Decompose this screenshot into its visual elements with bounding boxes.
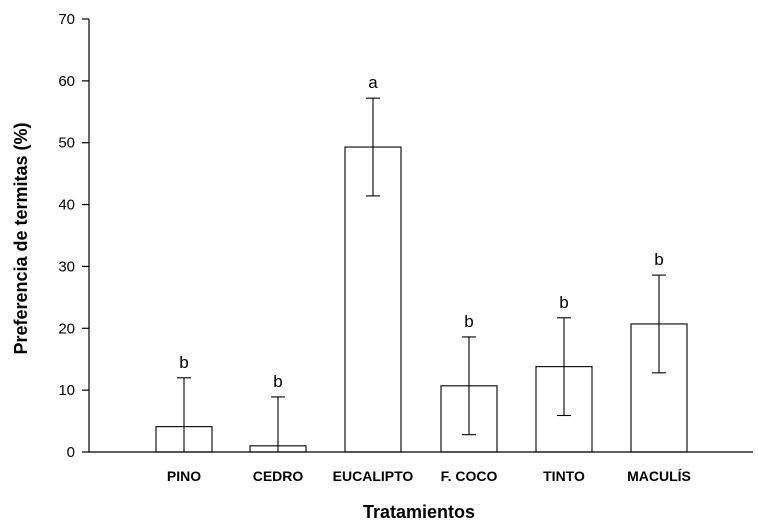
category-label: MACULÍS xyxy=(627,468,691,484)
significance-label: b xyxy=(654,250,663,269)
y-axis-title: Preferencia de termitas (%) xyxy=(11,122,31,354)
significance-label: b xyxy=(179,353,188,372)
y-tick-label: 40 xyxy=(58,197,75,214)
y-tick-label: 50 xyxy=(58,135,75,152)
significance-label: b xyxy=(464,312,473,331)
y-tick-label: 30 xyxy=(58,258,75,275)
significance-label: b xyxy=(559,293,568,312)
significance-label: a xyxy=(368,73,378,92)
category-labels-group: PINO CEDRO EUCALIPTO F. COCO TINTO MACULÍS xyxy=(167,468,691,484)
bar-eucalipto xyxy=(344,146,402,453)
category-label: F. COCO xyxy=(441,468,498,484)
significance-label: b xyxy=(273,372,282,391)
category-label: CEDRO xyxy=(253,468,304,484)
y-tick-label: 10 xyxy=(58,382,75,399)
x-axis-title: Tratamientos xyxy=(363,502,475,522)
significance-labels-group: b b a b b b xyxy=(179,73,663,391)
y-tick-label: 70 xyxy=(58,11,75,28)
category-label: PINO xyxy=(167,468,201,484)
category-label: EUCALIPTO xyxy=(333,468,414,484)
error-bars-group xyxy=(177,97,666,452)
y-tick-label: 60 xyxy=(58,73,75,90)
y-tick-label: 0 xyxy=(67,444,75,461)
category-label: TINTO xyxy=(543,468,585,484)
y-axis-ticks: 0 10 20 30 40 50 60 70 xyxy=(58,11,89,461)
y-tick-label: 20 xyxy=(58,320,75,337)
bars-group xyxy=(155,146,688,453)
